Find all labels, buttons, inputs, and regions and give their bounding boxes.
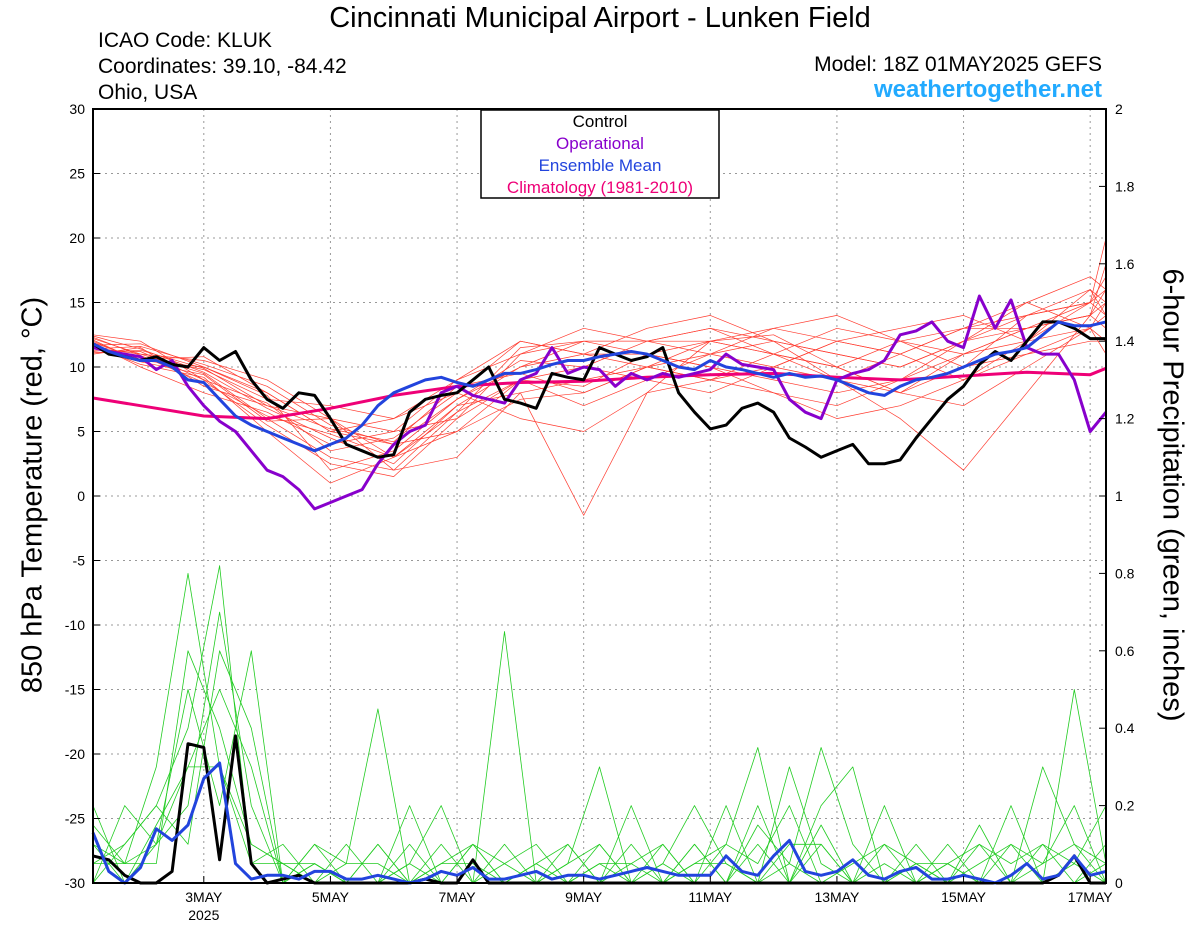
right-tick-label: 1.8 [1115, 178, 1135, 194]
right-tick-label: 1.2 [1115, 411, 1135, 427]
right-tick-label: 1 [1115, 488, 1123, 504]
left-tick-label: 15 [69, 295, 85, 311]
region: Ohio, USA [98, 81, 198, 104]
precip-member-line [92, 573, 1107, 884]
x-tick-label: 3MAY [185, 889, 223, 905]
icao-code: ICAO Code: KLUK [98, 29, 272, 52]
x-tick-label: 11MAY [688, 889, 732, 905]
legend-item: Ensemble Mean [539, 156, 662, 175]
left-tick-label: -25 [65, 811, 85, 827]
station-info: ICAO Code: KLUK Coordinates: 39.10, -84.… [98, 28, 347, 106]
left-tick-label: -30 [65, 875, 85, 891]
temp-control-line [92, 320, 1106, 466]
right-tick-label: 0 [1115, 875, 1123, 891]
left-tick-label: -15 [65, 682, 85, 698]
legend-item: Operational [556, 134, 644, 153]
x-tick-label: 15MAY [941, 889, 987, 905]
left-tick-label: 30 [69, 101, 85, 117]
right-tick-label: 0.8 [1115, 565, 1135, 581]
x-tick-label: 17MAY [1068, 889, 1114, 905]
right-tick-label: 1.4 [1115, 333, 1135, 349]
temp-operational-line [92, 294, 1108, 511]
left-tick-label: 25 [69, 166, 85, 182]
model-info: Model: 18Z 01MAY2025 GEFS [814, 53, 1102, 76]
right-tick-label: 2 [1115, 101, 1123, 117]
precip-mean-line [91, 761, 1107, 885]
precip-member-line [92, 611, 1107, 884]
right-tick-label: 0.6 [1115, 643, 1135, 659]
left-tick-label: -10 [65, 617, 85, 633]
legend-item: Control [573, 112, 628, 131]
x-tick-label: 9MAY [565, 889, 603, 905]
precip-control-line [92, 734, 1106, 885]
right-tick-label: 0.2 [1115, 798, 1135, 814]
x-tick-label: 5MAY [312, 889, 350, 905]
right-tick-label: 1.6 [1115, 256, 1135, 272]
precip-member-line [92, 565, 1107, 884]
chart-title: Cincinnati Municipal Airport - Lunken Fi… [329, 2, 871, 34]
climatology-line [92, 366, 1107, 421]
precip-member-line [92, 689, 1107, 884]
legend-box [480, 109, 720, 199]
left-tick-label: 10 [69, 359, 85, 375]
left-tick-label: 5 [77, 424, 85, 440]
precip-member-line [93, 766, 1107, 884]
left-tick-label: 20 [69, 230, 85, 246]
left-tick-label: 0 [77, 488, 85, 504]
temp-member-line [92, 289, 1107, 471]
right-tick-label: 0.4 [1115, 720, 1135, 736]
temp-member-line [92, 315, 1107, 432]
temp-mean-line [92, 320, 1107, 453]
x-tick-label: 13MAY [814, 889, 860, 905]
site-link[interactable]: weathertogether.net [873, 76, 1102, 103]
coordinates: Coordinates: 39.10, -84.42 [98, 55, 347, 78]
temp-member-line [92, 302, 1107, 432]
temp-member-line [92, 276, 1107, 458]
x-tick-label: 7MAY [439, 889, 477, 905]
left-tick-label: -5 [73, 553, 86, 569]
temp-member-line [92, 302, 1107, 477]
year-label: 2025 [188, 907, 219, 923]
temp-member-line [92, 327, 1107, 516]
left-tick-label: -20 [65, 746, 85, 762]
legend-item: Climatology (1981-2010) [507, 178, 693, 197]
